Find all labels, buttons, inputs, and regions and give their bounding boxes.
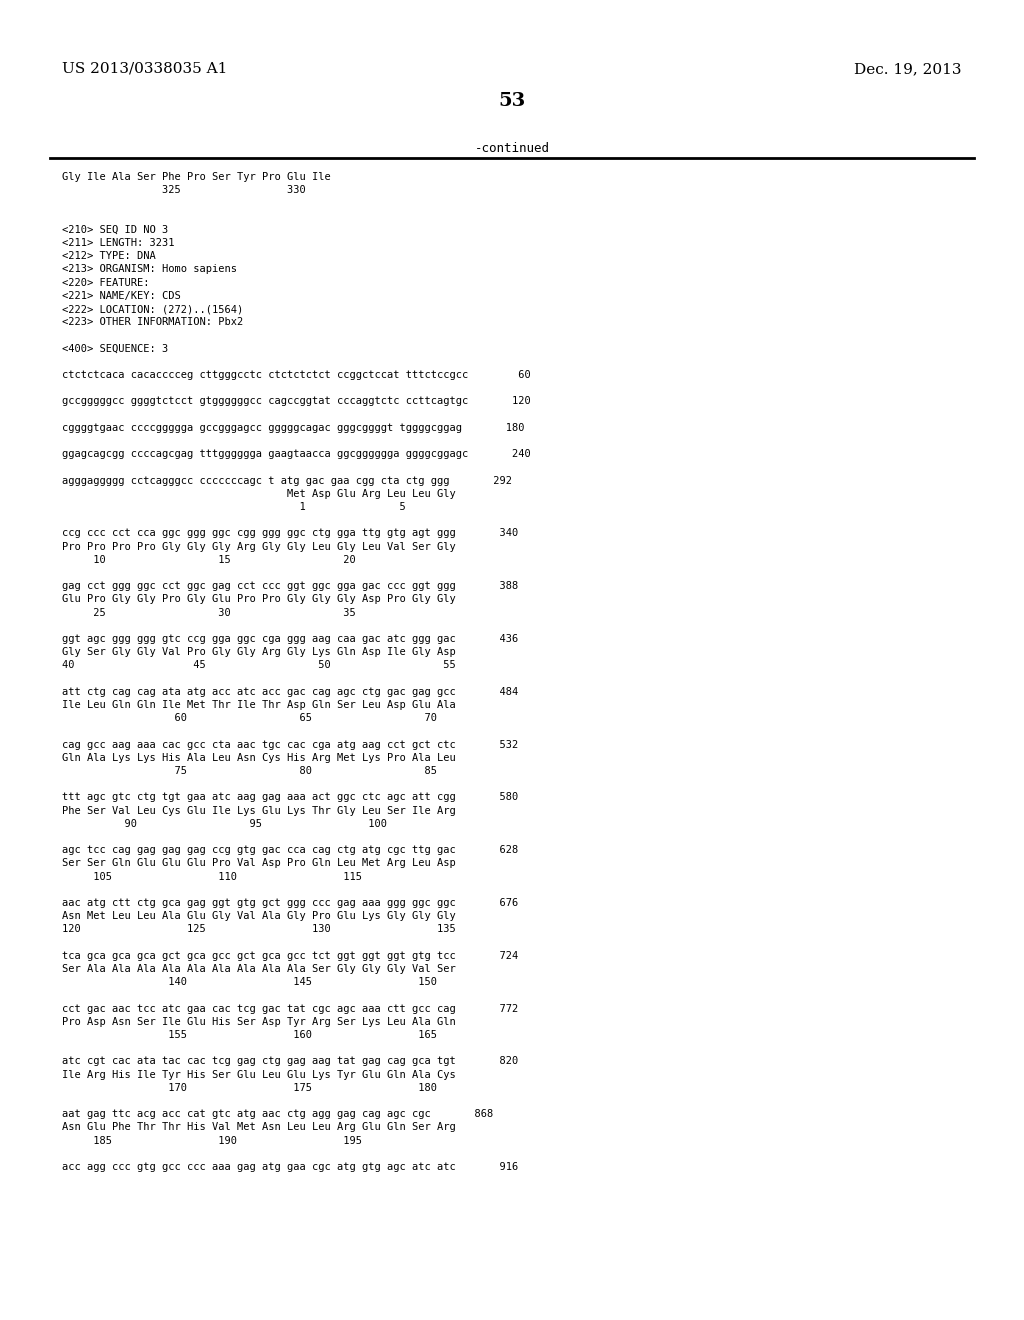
Text: Pro Pro Pro Pro Gly Gly Gly Arg Gly Gly Leu Gly Leu Val Ser Gly: Pro Pro Pro Pro Gly Gly Gly Arg Gly Gly … [62, 541, 456, 552]
Text: agc tcc cag gag gag gag ccg gtg gac cca cag ctg atg cgc ttg gac       628: agc tcc cag gag gag gag ccg gtg gac cca … [62, 845, 518, 855]
Text: ccg ccc cct cca ggc ggg ggc cgg ggg ggc ctg gga ttg gtg agt ggg       340: ccg ccc cct cca ggc ggg ggc cgg ggg ggc … [62, 528, 518, 539]
Text: Ser Ala Ala Ala Ala Ala Ala Ala Ala Ala Ser Gly Gly Gly Val Ser: Ser Ala Ala Ala Ala Ala Ala Ala Ala Ala … [62, 964, 456, 974]
Text: ctctctcaca cacacccceg cttgggcctc ctctctctct ccggctccat tttctccgcc        60: ctctctcaca cacacccceg cttgggcctc ctctctc… [62, 370, 530, 380]
Text: 25                  30                  35: 25 30 35 [62, 607, 355, 618]
Text: tca gca gca gca gct gca gcc gct gca gcc tct ggt ggt ggt gtg tcc       724: tca gca gca gca gct gca gcc gct gca gcc … [62, 950, 518, 961]
Text: <211> LENGTH: 3231: <211> LENGTH: 3231 [62, 238, 174, 248]
Text: Glu Pro Gly Gly Pro Gly Glu Pro Pro Gly Gly Gly Asp Pro Gly Gly: Glu Pro Gly Gly Pro Gly Glu Pro Pro Gly … [62, 594, 456, 605]
Text: Gln Ala Lys Lys His Ala Leu Asn Cys His Arg Met Lys Pro Ala Leu: Gln Ala Lys Lys His Ala Leu Asn Cys His … [62, 752, 456, 763]
Text: Met Asp Glu Arg Leu Leu Gly: Met Asp Glu Arg Leu Leu Gly [62, 488, 456, 499]
Text: ttt agc gtc ctg tgt gaa atc aag gag aaa act ggc ctc agc att cgg       580: ttt agc gtc ctg tgt gaa atc aag gag aaa … [62, 792, 518, 803]
Text: <220> FEATURE:: <220> FEATURE: [62, 277, 150, 288]
Text: Ile Arg His Ile Tyr His Ser Glu Leu Glu Lys Tyr Glu Gln Ala Cys: Ile Arg His Ile Tyr His Ser Glu Leu Glu … [62, 1069, 456, 1080]
Text: atc cgt cac ata tac cac tcg gag ctg gag aag tat gag cag gca tgt       820: atc cgt cac ata tac cac tcg gag ctg gag … [62, 1056, 518, 1067]
Text: Ser Ser Gln Glu Glu Glu Pro Val Asp Pro Gln Leu Met Arg Leu Asp: Ser Ser Gln Glu Glu Glu Pro Val Asp Pro … [62, 858, 456, 869]
Text: US 2013/0338035 A1: US 2013/0338035 A1 [62, 62, 227, 77]
Text: 53: 53 [499, 92, 525, 110]
Text: <222> LOCATION: (272)..(1564): <222> LOCATION: (272)..(1564) [62, 304, 244, 314]
Text: gag cct ggg ggc cct ggc gag cct ccc ggt ggc gga gac ccc ggt ggg       388: gag cct ggg ggc cct ggc gag cct ccc ggt … [62, 581, 518, 591]
Text: <221> NAME/KEY: CDS: <221> NAME/KEY: CDS [62, 290, 181, 301]
Text: Asn Glu Phe Thr Thr His Val Met Asn Leu Leu Arg Glu Gln Ser Arg: Asn Glu Phe Thr Thr His Val Met Asn Leu … [62, 1122, 456, 1133]
Text: 60                  65                  70: 60 65 70 [62, 713, 437, 723]
Text: 75                  80                  85: 75 80 85 [62, 766, 437, 776]
Text: aat gag ttc acg acc cat gtc atg aac ctg agg gag cag agc cgc       868: aat gag ttc acg acc cat gtc atg aac ctg … [62, 1109, 494, 1119]
Text: <213> ORGANISM: Homo sapiens: <213> ORGANISM: Homo sapiens [62, 264, 237, 275]
Text: -continued: -continued [474, 143, 550, 154]
Text: 325                 330: 325 330 [62, 185, 306, 195]
Text: acc agg ccc gtg gcc ccc aaa gag atg gaa cgc atg gtg agc atc atc       916: acc agg ccc gtg gcc ccc aaa gag atg gaa … [62, 1162, 518, 1172]
Text: Ile Leu Gln Gln Ile Met Thr Ile Thr Asp Gln Ser Leu Asp Glu Ala: Ile Leu Gln Gln Ile Met Thr Ile Thr Asp … [62, 700, 456, 710]
Text: <210> SEQ ID NO 3: <210> SEQ ID NO 3 [62, 224, 168, 235]
Text: Asn Met Leu Leu Ala Glu Gly Val Ala Gly Pro Glu Lys Gly Gly Gly: Asn Met Leu Leu Ala Glu Gly Val Ala Gly … [62, 911, 456, 921]
Text: 90                  95                 100: 90 95 100 [62, 818, 387, 829]
Text: 155                 160                 165: 155 160 165 [62, 1030, 437, 1040]
Text: 10                  15                  20: 10 15 20 [62, 554, 355, 565]
Text: 140                 145                 150: 140 145 150 [62, 977, 437, 987]
Text: cag gcc aag aaa cac gcc cta aac tgc cac cga atg aag cct gct ctc       532: cag gcc aag aaa cac gcc cta aac tgc cac … [62, 739, 518, 750]
Text: <400> SEQUENCE: 3: <400> SEQUENCE: 3 [62, 343, 168, 354]
Text: ggagcagcgg ccccagcgag tttgggggga gaagtaacca ggcgggggga ggggcggagc       240: ggagcagcgg ccccagcgag tttgggggga gaagtaa… [62, 449, 530, 459]
Text: 40                   45                  50                  55: 40 45 50 55 [62, 660, 456, 671]
Text: 185                 190                 195: 185 190 195 [62, 1135, 362, 1146]
Text: 105                 110                 115: 105 110 115 [62, 871, 362, 882]
Text: Gly Ile Ala Ser Phe Pro Ser Tyr Pro Glu Ile: Gly Ile Ala Ser Phe Pro Ser Tyr Pro Glu … [62, 172, 331, 182]
Text: <223> OTHER INFORMATION: Pbx2: <223> OTHER INFORMATION: Pbx2 [62, 317, 244, 327]
Text: ggt agc ggg ggg gtc ccg gga ggc cga ggg aag caa gac atc ggg gac       436: ggt agc ggg ggg gtc ccg gga ggc cga ggg … [62, 634, 518, 644]
Text: cct gac aac tcc atc gaa cac tcg gac tat cgc agc aaa ctt gcc cag       772: cct gac aac tcc atc gaa cac tcg gac tat … [62, 1003, 518, 1014]
Text: cggggtgaac ccccggggga gccgggagcc gggggcagac gggcggggt tggggcggag       180: cggggtgaac ccccggggga gccgggagcc gggggca… [62, 422, 524, 433]
Text: agggaggggg cctcagggcc cccccccagc t atg gac gaa cgg cta ctg ggg       292: agggaggggg cctcagggcc cccccccagc t atg g… [62, 475, 512, 486]
Text: 120                 125                 130                 135: 120 125 130 135 [62, 924, 456, 935]
Text: Gly Ser Gly Gly Val Pro Gly Gly Arg Gly Lys Gln Asp Ile Gly Asp: Gly Ser Gly Gly Val Pro Gly Gly Arg Gly … [62, 647, 456, 657]
Text: aac atg ctt ctg gca gag ggt gtg gct ggg ccc gag aaa ggg ggc ggc       676: aac atg ctt ctg gca gag ggt gtg gct ggg … [62, 898, 518, 908]
Text: Phe Ser Val Leu Cys Glu Ile Lys Glu Lys Thr Gly Leu Ser Ile Arg: Phe Ser Val Leu Cys Glu Ile Lys Glu Lys … [62, 805, 456, 816]
Text: <212> TYPE: DNA: <212> TYPE: DNA [62, 251, 156, 261]
Text: 170                 175                 180: 170 175 180 [62, 1082, 437, 1093]
Text: Pro Asp Asn Ser Ile Glu His Ser Asp Tyr Arg Ser Lys Leu Ala Gln: Pro Asp Asn Ser Ile Glu His Ser Asp Tyr … [62, 1016, 456, 1027]
Text: 1               5: 1 5 [62, 502, 406, 512]
Text: att ctg cag cag ata atg acc atc acc gac cag agc ctg gac gag gcc       484: att ctg cag cag ata atg acc atc acc gac … [62, 686, 518, 697]
Text: gccgggggcc ggggtctcct gtggggggcc cagccggtat cccaggtctc ccttcagtgc       120: gccgggggcc ggggtctcct gtggggggcc cagccgg… [62, 396, 530, 407]
Text: Dec. 19, 2013: Dec. 19, 2013 [854, 62, 962, 77]
